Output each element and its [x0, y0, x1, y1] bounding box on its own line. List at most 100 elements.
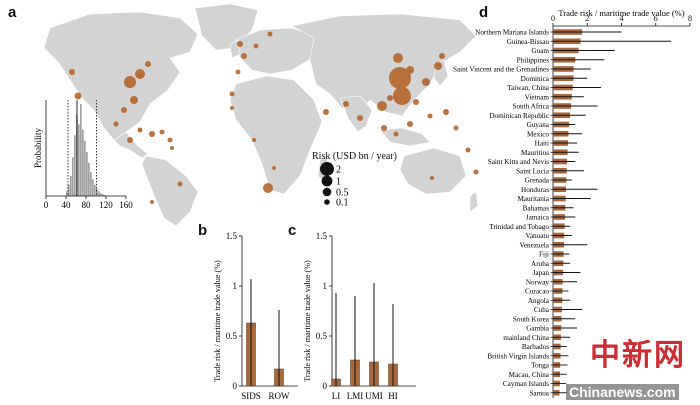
risk-bubble — [237, 41, 243, 47]
hist-bar — [74, 135, 76, 196]
hist-bar — [78, 124, 80, 196]
risk-bubble — [465, 147, 471, 153]
risk-bubble — [377, 101, 387, 111]
risk-bubble — [170, 146, 174, 150]
world-map — [43, 3, 479, 227]
y-tick-label: 1.5 — [226, 231, 238, 241]
x-tick-label: 8 — [688, 14, 692, 23]
hist-bar — [92, 179, 94, 196]
risk-bubble — [393, 131, 399, 137]
x-tick-label: LMI — [347, 391, 364, 401]
country-label: Bahamas — [523, 204, 550, 212]
risk-bubble — [473, 169, 479, 175]
country-label: Tonga — [531, 362, 550, 370]
risk-histogram: 04080120160Risk (USD bn / year)Probabili… — [33, 100, 133, 208]
panel-label-d: d — [479, 4, 489, 21]
legend-label: 0.5 — [336, 188, 349, 199]
hist-bar — [70, 175, 72, 196]
risk-bubble — [413, 99, 419, 105]
y-tick-label: 0 — [233, 381, 238, 391]
hist-bar — [100, 193, 102, 196]
risk-bubble — [229, 91, 235, 97]
risk-bubble — [272, 166, 276, 170]
hist-bar — [104, 195, 106, 196]
risk-bubble — [263, 183, 273, 193]
country-label: Norway — [526, 278, 550, 286]
panel-label-a: a — [8, 4, 17, 21]
risk-bubble — [177, 181, 183, 187]
risk-bubble — [149, 131, 155, 137]
legend-label: 0.1 — [336, 198, 349, 209]
hist-y-label: Probability — [33, 128, 43, 168]
risk-bubble — [381, 125, 387, 131]
risk-bubble — [357, 115, 363, 121]
legend-circle — [321, 175, 333, 187]
landmass-north-america — [43, 11, 199, 141]
risk-bubble — [434, 62, 442, 70]
country-label: Samoa — [529, 389, 549, 397]
legend-label: 2 — [336, 165, 341, 176]
risk-bubble — [389, 67, 411, 89]
country-label: Venezuela — [519, 241, 549, 249]
country-label: Mauritius — [521, 149, 549, 157]
chart-d-title: Trade risk / maritime trade value (%) — [558, 8, 684, 18]
country-label: Trinidad and Tobago — [489, 223, 549, 231]
risk-bubble — [343, 101, 349, 107]
risk-bubble — [121, 107, 127, 113]
landmass-central-america — [113, 131, 149, 159]
risk-bubble — [159, 129, 165, 135]
country-label: Angola — [528, 297, 550, 305]
country-label: Grenada — [525, 177, 550, 185]
x-tick-label: 6 — [654, 14, 658, 23]
landmass-europe — [234, 27, 317, 75]
risk-bubble — [127, 137, 133, 143]
y-tick-label: 1 — [323, 281, 328, 291]
risk-bubble — [387, 95, 393, 101]
hist-bar — [94, 184, 96, 196]
x-tick-label: LI — [332, 391, 341, 401]
country-label: Northern Mariana Islands — [475, 29, 549, 37]
risk-bubble — [427, 113, 433, 119]
risk-bubble — [439, 53, 445, 59]
watermark-logo: 中新网 — [590, 339, 686, 372]
risk-bubble — [167, 137, 173, 143]
country-label: Aruba — [531, 260, 550, 268]
landmass-indonesia — [379, 127, 431, 147]
risk-bubble — [241, 53, 247, 59]
country-label: Japan — [533, 269, 550, 277]
country-label: Cuba — [534, 306, 550, 314]
risk-bubble — [323, 109, 329, 115]
x-tick-label: 0 — [551, 14, 555, 23]
panel-label-c: c — [288, 222, 297, 239]
legend-circle — [320, 162, 334, 176]
landmass-africa — [229, 75, 323, 195]
watermark-site: Chinanews.com — [566, 384, 679, 400]
x-tick-label: 2 — [585, 14, 589, 23]
map-legend-title: Risk (USD bn / year) — [312, 151, 397, 162]
landmass-new-zealand — [469, 191, 479, 213]
country-label: Curacao — [525, 288, 549, 296]
risk-bubble — [422, 78, 430, 86]
risk-bubble — [130, 96, 138, 104]
risk-bubble — [253, 43, 259, 49]
risk-bubble — [235, 69, 241, 75]
landmass-south-america — [141, 155, 199, 227]
x-tick-label: SIDS — [241, 391, 261, 401]
risk-bubble — [267, 31, 273, 37]
risk-bubble — [69, 69, 75, 75]
chart-d: Trade risk / maritime trade value (%)0 2 4… — [453, 8, 692, 398]
hist-x-tick-label: 160 — [119, 200, 133, 208]
y-tick-label: 0.5 — [226, 331, 238, 341]
legend-circle — [322, 187, 332, 197]
y-axis-label: Trade risk / maritime trade value (%) — [303, 260, 312, 382]
hist-x-tick-label: 40 — [62, 200, 72, 208]
country-label: Dominica — [521, 75, 550, 83]
risk-bubble — [137, 127, 143, 133]
map-size-legend: 210.50.1 — [320, 162, 349, 209]
hist-bar — [98, 191, 100, 196]
landmass-australia — [399, 147, 467, 195]
y-tick-label: 0.5 — [316, 331, 328, 341]
panel-label-b: b — [198, 222, 208, 239]
legend-label: 1 — [336, 177, 341, 188]
chart-c: 0 0.5 1 1.5 LI LMI UMI HI Trade risk / maritime … — [303, 231, 416, 401]
